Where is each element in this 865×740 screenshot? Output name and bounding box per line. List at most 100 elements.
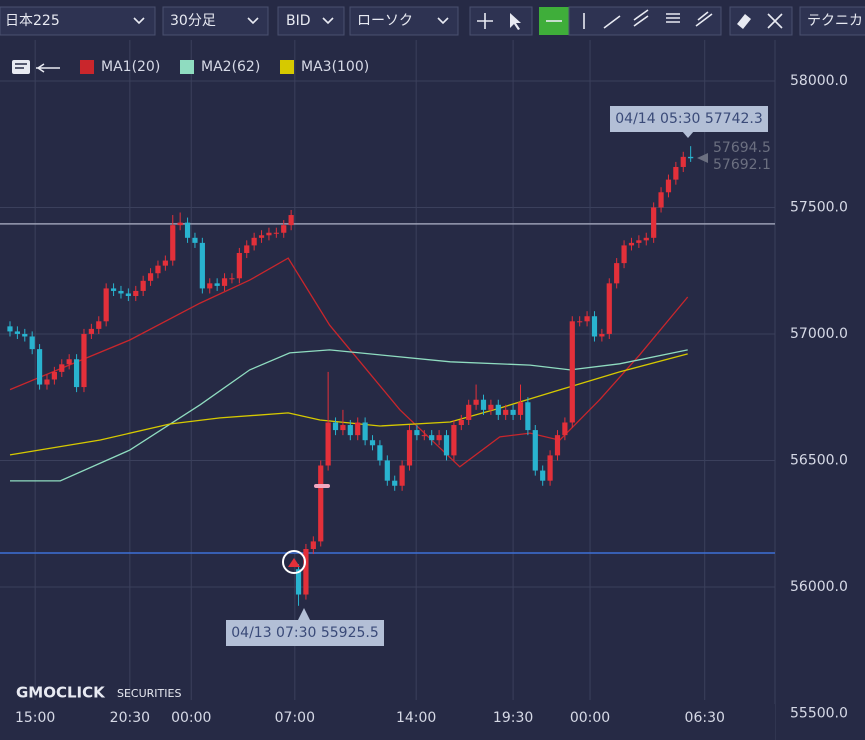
candle-body [288, 215, 294, 226]
draw-tools[interactable] [568, 6, 722, 36]
candle-body [680, 156, 686, 167]
chevron [247, 17, 259, 25]
candle-body [503, 409, 509, 415]
candle-body [651, 207, 657, 238]
technical-select[interactable] [799, 6, 865, 36]
cursor-icon [510, 13, 521, 30]
legend-swatch [280, 60, 294, 74]
legend-label: MA2(62) [201, 59, 260, 75]
candle-body [384, 460, 390, 481]
candle-body [443, 435, 450, 456]
candle-body [44, 379, 50, 385]
x-tick-label: 07:00 [275, 710, 315, 726]
candle-body [377, 445, 383, 461]
last-price-label: 57692.1 [713, 157, 771, 173]
price-type-select[interactable] [277, 6, 345, 36]
last-price-label: 57694.5 [713, 140, 771, 156]
candle-body [399, 465, 405, 486]
candle-body [688, 156, 694, 159]
x-tick-label: 20:30 [110, 710, 150, 726]
candle-body [643, 237, 649, 241]
y-tick-label: 58000.0 [790, 73, 848, 89]
candle-body [473, 399, 479, 405]
candle-body [458, 419, 464, 426]
y-tick-label: 56000.0 [790, 579, 848, 595]
annotation-box [226, 620, 384, 646]
annotation-pointer [682, 131, 694, 138]
candle-body [22, 333, 28, 337]
interval-select[interactable] [162, 6, 269, 36]
x-tick-label: 19:30 [493, 710, 533, 726]
candle-body [325, 422, 331, 466]
candle-body [103, 288, 109, 322]
candle-body [577, 321, 583, 323]
candle-body [614, 263, 620, 284]
erase-tools[interactable] [729, 6, 793, 36]
legend-swatch [180, 60, 194, 74]
candle-body [488, 404, 494, 410]
candle-body [133, 290, 139, 296]
candle-body [192, 237, 198, 243]
y-tick-label: 57500.0 [790, 199, 848, 215]
candle-body [88, 328, 94, 334]
candle-body [199, 242, 205, 289]
candle-body [451, 425, 457, 456]
annotation-pointer [298, 608, 310, 620]
legend-label: MA3(100) [301, 59, 369, 75]
candle-body [258, 235, 265, 238]
candle-body [658, 192, 664, 208]
interval: 30分足 [170, 13, 216, 29]
candle-body [532, 430, 538, 471]
candle-body [29, 336, 35, 350]
candle-body [673, 166, 679, 180]
x-tick-label: 00:00 [171, 710, 211, 726]
y-tick-label: 55500.0 [790, 705, 848, 721]
annotation-box [610, 106, 768, 132]
candle-body [184, 222, 191, 238]
logo-suffix: SECURITIES [117, 687, 181, 700]
candle-body [480, 399, 487, 410]
x-tick-label: 15:00 [15, 710, 55, 726]
y-tick-label: 56500.0 [790, 452, 848, 468]
candle-body [295, 569, 302, 595]
candle-body [81, 333, 87, 388]
annotation-text: 04/13 07:30 55925.5 [231, 625, 379, 641]
candle-body [303, 548, 309, 595]
technical: テクニカ [807, 13, 863, 29]
chevron [437, 17, 449, 25]
x-axis-band [0, 704, 775, 740]
candle-body [621, 245, 627, 264]
clear-icon [767, 13, 783, 29]
candle-body [599, 333, 605, 337]
candle-body [59, 364, 65, 372]
candle-body [66, 359, 72, 365]
event-marker [282, 550, 306, 574]
candle-body [96, 321, 102, 329]
candle-body [162, 260, 168, 266]
candle-body [332, 422, 339, 431]
candle-body [14, 331, 20, 334]
x-tick-label: 14:00 [396, 710, 436, 726]
chevron [133, 17, 145, 25]
candle-body [636, 240, 642, 243]
candle-body [517, 402, 524, 415]
toolbar: 日本225 30分足 BID ローソク テクニカ [0, 6, 865, 36]
legend-icon [12, 60, 60, 74]
candle-body [221, 278, 228, 286]
candle-body [177, 222, 183, 226]
y-tick-label: 57000.0 [790, 326, 848, 342]
candle-body [466, 404, 472, 420]
candle-body [207, 283, 213, 289]
candle-body [170, 225, 176, 261]
chart-type: ローソク [357, 13, 413, 29]
candle-body [355, 422, 361, 436]
x-tick-label: 06:30 [685, 710, 725, 726]
candle-body [266, 232, 272, 236]
candle-body [436, 435, 442, 441]
draw-icons [583, 9, 713, 29]
candle-body [510, 409, 516, 415]
candle-body [236, 252, 242, 279]
symbol-select[interactable] [0, 6, 156, 36]
chevron [322, 17, 334, 25]
